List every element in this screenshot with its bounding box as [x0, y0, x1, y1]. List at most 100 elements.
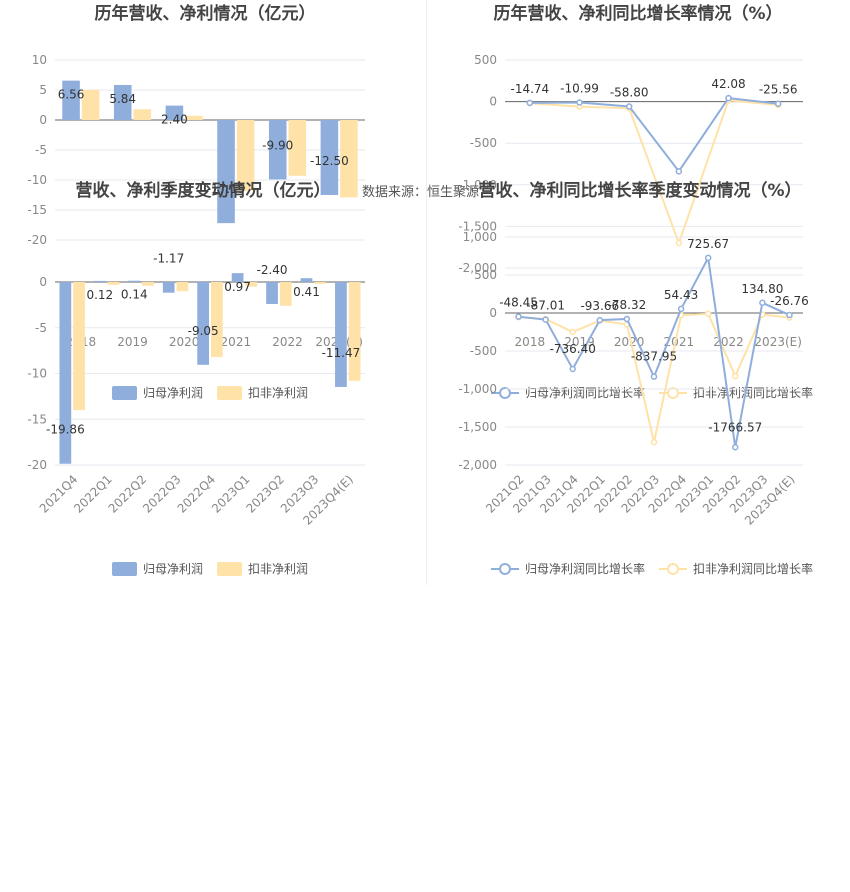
data-label: -19.86 [46, 423, 85, 437]
series-line-1 [529, 97, 779, 174]
bar-series2-0 [81, 90, 100, 120]
legend-marker-1 [499, 387, 511, 399]
bar-series1-1 [113, 84, 132, 120]
legend-marker-2 [667, 563, 679, 575]
y-tick-label: -10 [27, 173, 47, 187]
y-tick-label: -15 [27, 203, 47, 217]
bar-series2-1 [133, 109, 152, 120]
data-label: -17.19 [207, 182, 246, 196]
point-series1-7 [704, 254, 712, 262]
y-tick-label: -1,500 [458, 219, 497, 233]
y-tick-label: -20 [27, 233, 47, 247]
x-tick-label: 2023(E) [754, 335, 801, 349]
point-series1-3 [675, 168, 683, 175]
bar-series1-5 [320, 120, 339, 195]
data-label: -10.99 [560, 82, 599, 96]
legend-label-1: 归母净利润 [143, 562, 203, 576]
point-series2-5 [650, 438, 658, 446]
bar-series2-7 [314, 282, 327, 284]
y-tick-label: 0 [489, 95, 497, 109]
bar-series2-5 [340, 120, 358, 198]
legend-swatch-2 [217, 562, 242, 576]
chart-title-1: 历年营收、净利情况（亿元） [95, 3, 316, 24]
data-label: -25.56 [759, 83, 798, 97]
y-tick-label: 500 [474, 53, 497, 67]
bar-series2-4 [211, 282, 223, 358]
bar-series1-8 [335, 282, 347, 387]
bar-series2-2 [142, 282, 154, 286]
chart-title-3: 营收、净利季度变动情况（亿元） [76, 180, 331, 201]
data-label: 5.84 [109, 92, 136, 106]
legend-label-1: 归母净利润同比增长率 [525, 385, 645, 400]
bar-series2-1 [107, 282, 120, 285]
point-series1-3 [596, 316, 604, 324]
series-line-2 [529, 99, 779, 247]
y-tick-label: -500 [470, 344, 497, 358]
y-tick-label: -2,000 [458, 458, 497, 472]
right-charts-canvas: 历年营收、净利同比增长率情况（%） 500 0 -500 -1,000 -1,500 -2,… [458, 3, 813, 576]
data-label: 0.41 [293, 285, 320, 299]
bar-series1-6 [266, 282, 278, 304]
data-label: 134.80 [741, 282, 783, 296]
bar-series2-3 [236, 120, 255, 191]
legend-marker-2 [667, 387, 679, 399]
right-panel: 历年营收、净利同比增长率情况（%） 500 0 -500 -1,000 -1,500 -2,… [425, 0, 850, 892]
y-tick-label: -1,000 [458, 382, 497, 396]
bar-series1-7 [300, 278, 313, 282]
x-tick-label: 2018 [515, 335, 546, 349]
bar-series2-4 [288, 120, 307, 176]
y-tick-label: -1,500 [458, 420, 497, 434]
x-tick-label: 2021 [221, 335, 252, 349]
data-label: -78.32 [608, 298, 647, 312]
bar-series1-0 [62, 80, 80, 120]
data-label: -736.40 [550, 342, 596, 356]
point-series1-4 [623, 315, 631, 323]
legend-label-2: 扣非净利润同比增长率 [693, 385, 813, 400]
y-tick-label: 10 [32, 53, 47, 67]
bar-series2-3 [176, 282, 189, 292]
x-tick-label: 2019 [564, 335, 595, 349]
point-series2-7 [704, 310, 712, 318]
data-label: 2.40 [161, 113, 188, 127]
data-label: -1.17 [153, 252, 184, 266]
y-tick-label: -5 [35, 143, 47, 157]
bar-series1-3 [162, 282, 175, 293]
data-label: 6.56 [58, 88, 85, 102]
data-label: -58.80 [610, 85, 649, 99]
bar-series1-2 [128, 280, 141, 282]
y-tick-label: -500 [470, 136, 497, 150]
data-label: 42.08 [711, 77, 745, 91]
bar-series2-0 [73, 282, 85, 411]
data-label: -9.90 [262, 138, 293, 152]
data-label: 0.12 [86, 288, 113, 302]
legend-label-2: 扣非净利润 [248, 386, 308, 400]
data-label: -11.47 [322, 346, 361, 360]
x-tick-label: 2021 [664, 335, 695, 349]
panel-divider [426, 0, 427, 585]
data-label: -837.95 [631, 350, 677, 364]
x-tick-label: 2022 [272, 335, 303, 349]
point-series1-8 [732, 444, 739, 451]
y-tick-label: 0 [39, 113, 47, 127]
data-label: -12.50 [310, 154, 349, 168]
point-series2-3 [675, 239, 683, 247]
point-series1-9 [759, 299, 766, 307]
point-series1-0 [515, 313, 522, 320]
chart-title-4: 营收、净利同比增长率季度变动情况（%） [478, 180, 801, 201]
data-label: -9.05 [188, 324, 219, 338]
bar-series1-4 [268, 120, 287, 180]
y-tick-label: -20 [27, 458, 47, 472]
data-label: -93.66 [580, 299, 619, 313]
data-label: -48.45 [499, 296, 538, 310]
bar-series2-5 [245, 282, 258, 287]
left-panel: 历年营收、净利情况（亿元） 10 5 0 -5 -10 -15 -20 6.56 5.84 2.40… [27, 3, 365, 576]
point-series1-0 [526, 99, 534, 107]
data-label: -26.76 [770, 294, 809, 308]
y-tick-label: 0 [39, 275, 47, 289]
bar-series2-2 [185, 115, 203, 120]
y-tick-label: -1,000 [458, 178, 497, 192]
bar-series1-5 [231, 273, 244, 282]
data-label: 54.43 [664, 288, 698, 302]
bar-series1-1 [93, 280, 106, 282]
bar-series1-0 [59, 282, 72, 464]
